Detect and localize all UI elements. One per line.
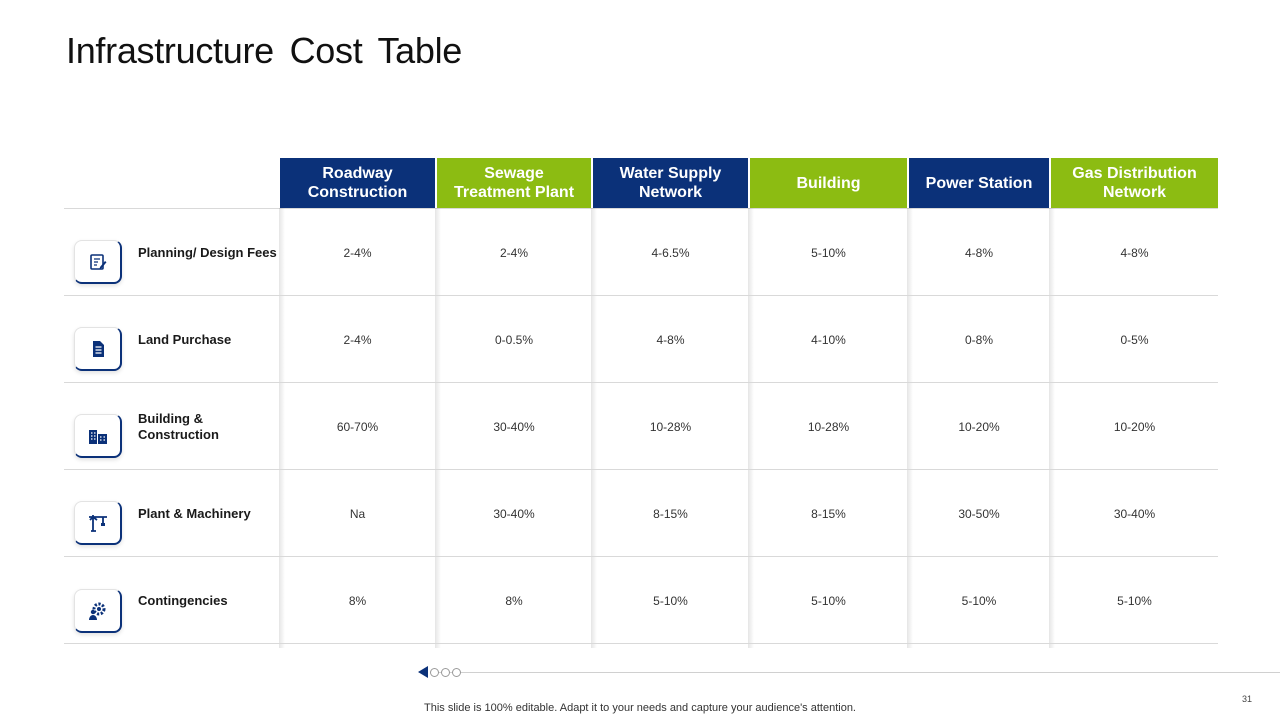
table-cell: 2-4% xyxy=(499,245,528,260)
header-divider xyxy=(64,208,1218,209)
table-cell: 5-10% xyxy=(811,593,846,608)
gear-person-icon xyxy=(74,589,122,633)
table-cell: 8-15% xyxy=(811,506,846,521)
table-cell: 30-50% xyxy=(958,506,1000,521)
column-divider xyxy=(435,208,441,648)
table-cell: 4-6.5% xyxy=(651,245,690,260)
column-header-roadway: Roadway Construction xyxy=(280,158,435,208)
table-cell: 10-20% xyxy=(1113,419,1156,434)
table-cell: 4-8% xyxy=(1120,245,1149,260)
table-cell: 5-10% xyxy=(1117,593,1152,608)
nav-dot[interactable] xyxy=(441,667,450,677)
previous-arrow-icon[interactable] xyxy=(418,666,428,678)
crane-icon xyxy=(74,501,122,545)
table-cell: 10-20% xyxy=(958,419,1000,434)
row-label: Planning/ Design Fees xyxy=(138,244,277,260)
table-cell: 5-10% xyxy=(811,245,846,260)
table-cell: 8-15% xyxy=(653,506,688,521)
table-cell: Na xyxy=(349,506,366,521)
slide-navigation xyxy=(418,666,461,678)
nav-dot[interactable] xyxy=(430,667,439,677)
table-cell: 4-10% xyxy=(811,332,846,347)
table-cell: 4-8% xyxy=(964,245,993,260)
row-label: Land Purchase xyxy=(138,331,232,347)
table-row: Land Purchase 2-4% 0-0.5% 4-8% 4-10% 0-8… xyxy=(64,296,1218,383)
table-cell: 0-5% xyxy=(1120,332,1149,347)
design-document-icon xyxy=(74,240,122,284)
column-header-power-station: Power Station xyxy=(909,158,1049,208)
table-cell: 2-4% xyxy=(343,332,372,347)
column-header-sewage: Sewage Treatment Plant xyxy=(437,158,591,208)
table-header: Roadway Construction Sewage Treatment Pl… xyxy=(64,158,1218,208)
page-title: Infrastructure Cost Table xyxy=(66,30,463,71)
column-divider xyxy=(1049,208,1055,648)
table-cell: 2-4% xyxy=(343,245,372,260)
column-divider xyxy=(279,208,285,648)
table-cell: 60-70% xyxy=(336,419,379,434)
column-divider xyxy=(591,208,597,648)
column-divider xyxy=(748,208,754,648)
table-row: Planning/ Design Fees 2-4% 2-4% 4-6.5% 5… xyxy=(64,209,1218,296)
column-header-gas-distribution: Gas Distribution Network xyxy=(1051,158,1218,208)
table-cell: 4-8% xyxy=(656,332,685,347)
table-row: Building & Construction 60-70% 30-40% 10… xyxy=(64,383,1218,470)
table-row: Contingencies 8% 8% 5-10% 5-10% 5-10% 5-… xyxy=(64,557,1218,644)
table-row: Plant & Machinery Na 30-40% 8-15% 8-15% … xyxy=(64,470,1218,557)
nav-dot[interactable] xyxy=(452,667,461,677)
table-cell: 30-40% xyxy=(1113,506,1156,521)
column-header-building: Building xyxy=(750,158,907,208)
table-cell: 30-40% xyxy=(493,419,535,434)
table-cell: 0-0.5% xyxy=(494,332,534,347)
row-label: Plant & Machinery xyxy=(138,505,251,521)
slide-nav-line xyxy=(430,672,1280,673)
table-cell: 0-8% xyxy=(964,332,993,347)
table-cell: 5-10% xyxy=(961,593,997,608)
table-cell: 30-40% xyxy=(493,506,535,521)
buildings-icon xyxy=(74,414,122,458)
column-divider xyxy=(907,208,913,648)
document-icon xyxy=(74,327,122,371)
table-cell: 10-28% xyxy=(649,419,692,434)
table-cell: 8% xyxy=(505,593,523,608)
table-cell: 5-10% xyxy=(653,593,688,608)
footer-note: This slide is 100% editable. Adapt it to… xyxy=(424,702,856,714)
table-cell: 10-28% xyxy=(807,419,850,434)
page-number: 31 xyxy=(1242,694,1253,704)
table-cell: 8% xyxy=(348,593,367,608)
column-header-water-supply: Water Supply Network xyxy=(593,158,748,208)
row-label: Building & Construction xyxy=(138,410,219,442)
row-label: Contingencies xyxy=(138,592,228,608)
